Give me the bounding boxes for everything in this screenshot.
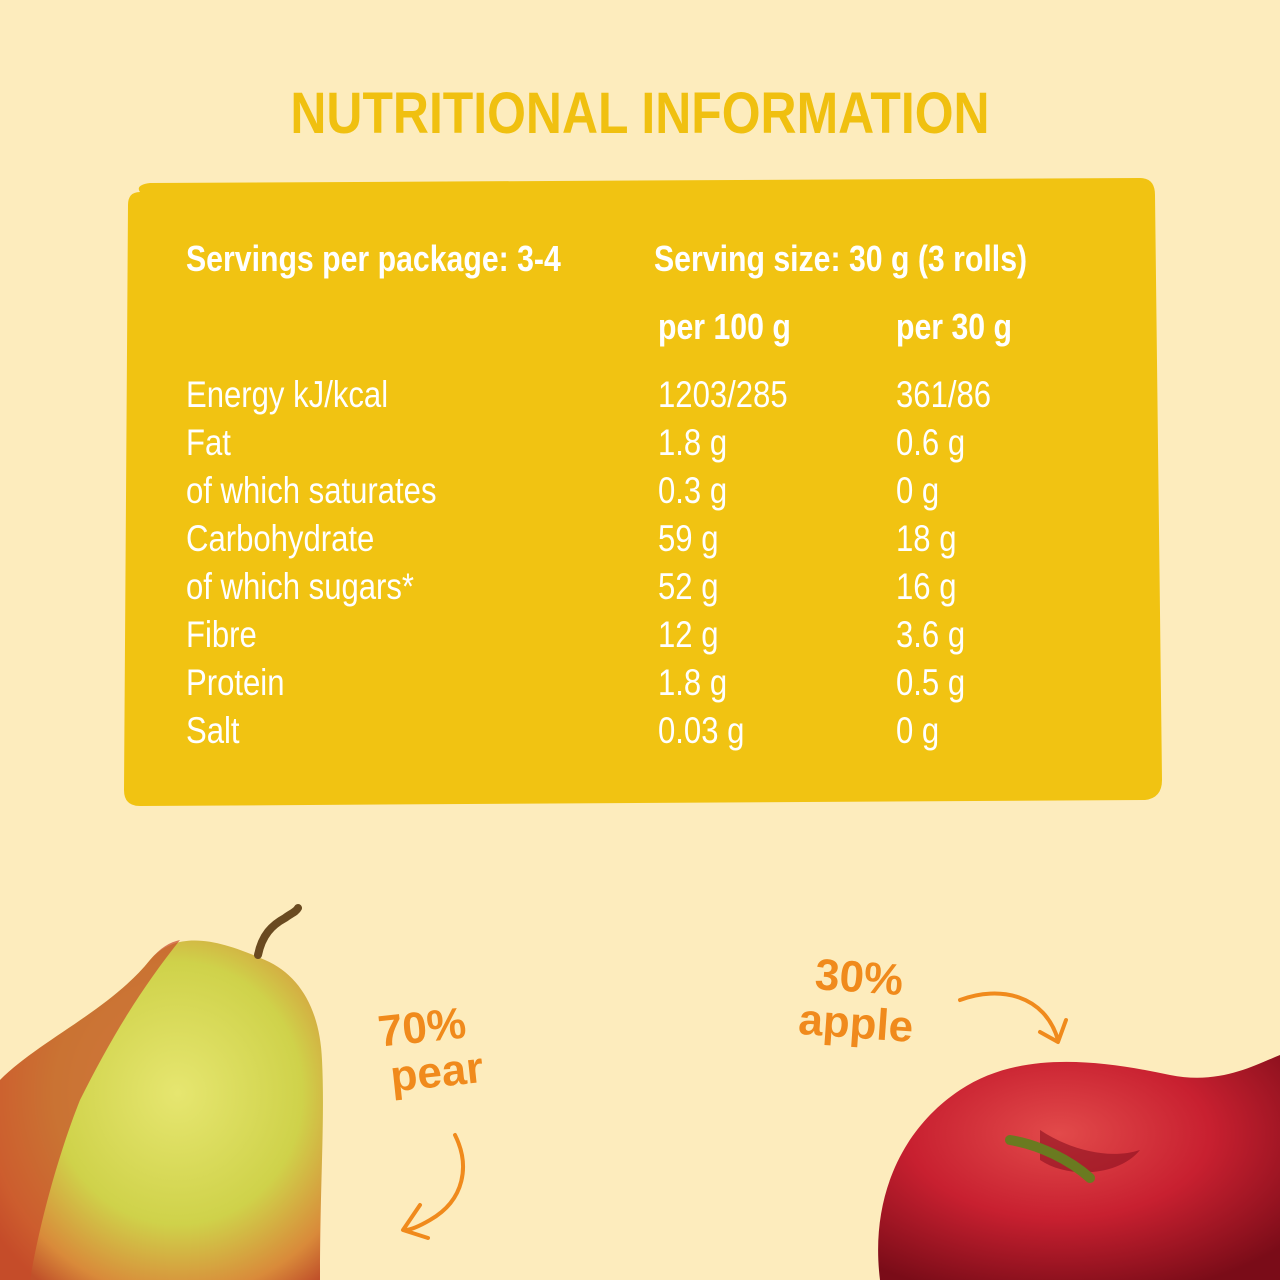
nutrient-per-100g: 0.03 g [658,710,745,751]
nutrient-per-100g: 1.8 g [658,662,728,703]
nutrient-per-100g: 1203/285 [658,374,788,415]
nutrient-name: Energy kJ/kcal [186,374,389,415]
nutrient-per-30g: 16 g [896,566,957,607]
nutrient-name: of which saturates [186,470,437,511]
nutrient-name: Fat [186,422,231,463]
pear-label: 70% pear [363,999,486,1103]
nutrient-per-30g: 0.5 g [896,662,966,703]
nutrient-name: Salt [186,710,240,751]
apple-name: apple [796,995,915,1053]
nutrient-name: Fibre [186,614,257,655]
nutrient-per-30g: 0 g [896,710,940,751]
nutrient-per-30g: 0.6 g [896,422,966,463]
page-title: NUTRITIONAL INFORMATION [290,81,990,146]
nutrient-per-100g: 52 g [658,566,719,607]
column-header-per-30g: per 30 g [896,306,1012,347]
nutrition-table: Servings per package: 3-4 Serving size: … [130,190,1150,800]
nutrient-per-100g: 12 g [658,614,719,655]
nutrient-name: Protein [186,662,285,703]
pear-name: pear [387,1043,486,1102]
nutrient-per-30g: 361/86 [896,374,992,415]
nutrient-per-30g: 18 g [896,518,957,559]
nutrient-per-30g: 0 g [896,470,940,511]
column-header-per-100g: per 100 g [658,306,791,347]
nutrient-name: Carbohydrate [186,518,375,559]
nutrient-per-100g: 1.8 g [658,422,728,463]
nutrient-per-100g: 59 g [658,518,719,559]
nutrient-per-30g: 3.6 g [896,614,966,655]
serving-size: Serving size: 30 g (3 rolls) [654,238,1028,279]
servings-per-package: Servings per package: 3-4 [186,238,561,279]
apple-label: 30% apple [796,950,918,1053]
nutrient-name: of which sugars* [186,566,415,607]
nutrient-per-100g: 0.3 g [658,470,728,511]
